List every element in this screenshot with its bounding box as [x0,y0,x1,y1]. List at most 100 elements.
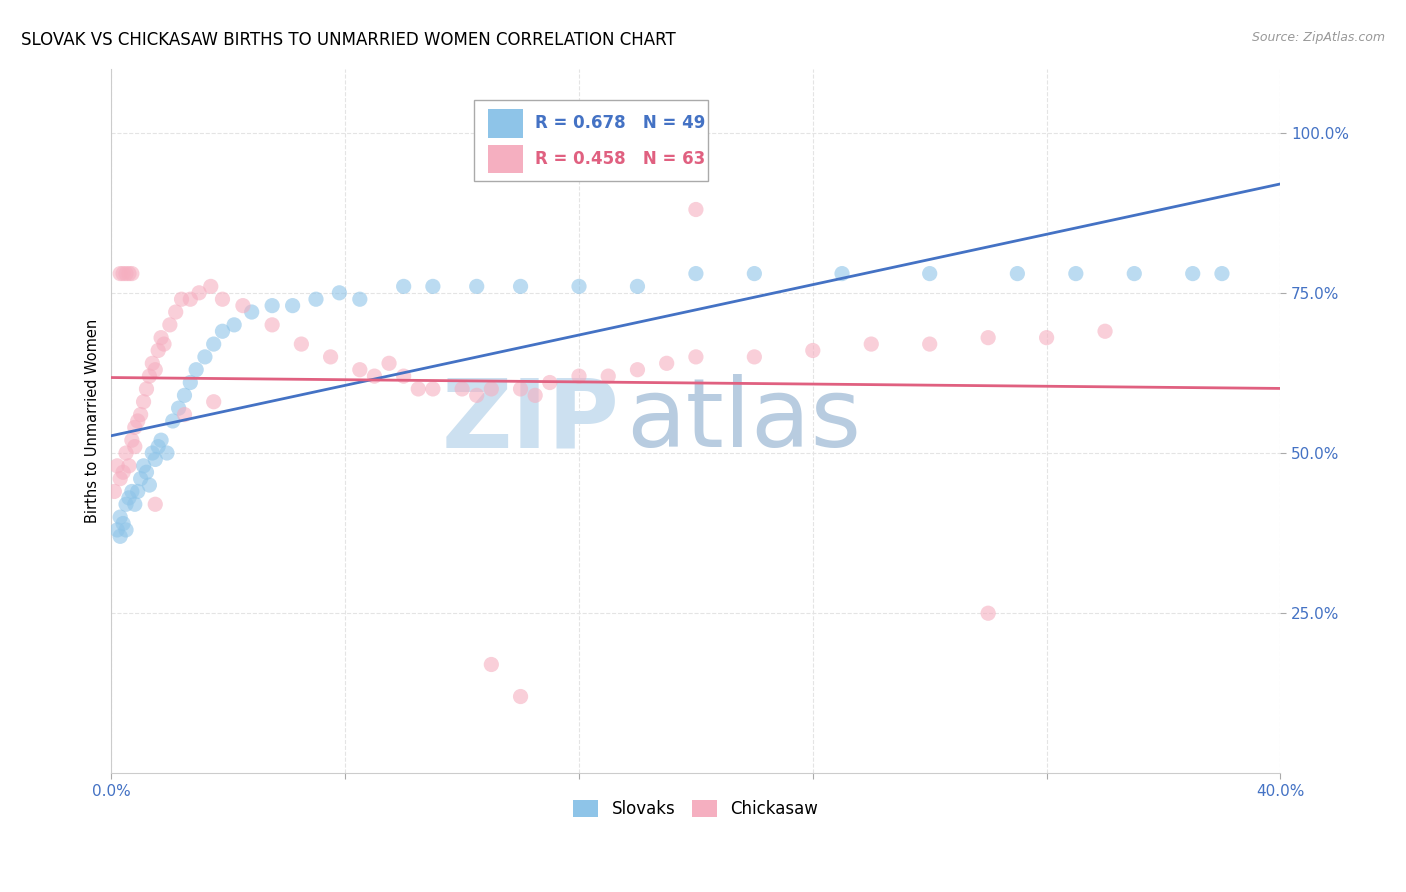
Point [132,394,155,409]
Point [392,279,415,293]
Point [108,529,131,543]
Point [112,465,135,479]
Point [127,484,149,499]
Point [422,382,444,396]
Point [211,324,233,338]
Point [156,446,179,460]
Point [121,267,143,281]
Point [138,369,160,384]
Text: SLOVAK VS CHICKASAW BIRTHS TO UNMARRIED WOMEN CORRELATION CHART: SLOVAK VS CHICKASAW BIRTHS TO UNMARRIED … [21,31,676,49]
Point [129,408,152,422]
Point [202,337,225,351]
Point [211,292,233,306]
Point [262,299,284,313]
Text: ZIP: ZIP [441,375,620,467]
Point [105,458,128,473]
Point [918,267,941,281]
Point [655,356,678,370]
Point [1007,267,1029,281]
Point [524,388,547,402]
Point [162,414,184,428]
Point [1094,324,1116,338]
Point [115,446,138,460]
Point [153,337,176,351]
Point [598,369,620,384]
Point [159,318,181,332]
Point [118,491,141,505]
Point [188,285,211,300]
Point [165,305,187,319]
Point [167,401,190,416]
Point [1123,267,1146,281]
Point [173,388,195,402]
Point [1181,267,1204,281]
Point [179,376,201,390]
Point [281,299,304,313]
Point [105,523,128,537]
Point [138,478,160,492]
Point [224,318,246,332]
Point [977,331,1000,345]
Point [141,356,163,370]
Point [143,452,166,467]
Point [108,510,131,524]
Text: R = 0.678   N = 49: R = 0.678 N = 49 [534,114,704,132]
Point [115,497,138,511]
Point [143,497,166,511]
Point [349,292,371,306]
Point [143,362,166,376]
Point [1064,267,1087,281]
Point [124,497,146,511]
Point [626,362,648,376]
Point [831,267,853,281]
Point [422,279,444,293]
Point [568,369,591,384]
Point [392,369,415,384]
Point [232,299,254,313]
Point [124,420,146,434]
Point [121,484,143,499]
Point [135,465,157,479]
Point [262,318,284,332]
Legend: Slovaks, Chickasaw: Slovaks, Chickasaw [567,794,825,825]
Point [328,285,350,300]
Y-axis label: Births to Unmarried Women: Births to Unmarried Women [86,318,100,523]
Point [378,356,401,370]
Text: atlas: atlas [626,375,860,467]
Point [150,433,173,447]
Point [744,267,766,281]
Point [685,202,707,217]
Point [127,414,149,428]
Point [290,337,312,351]
Point [129,472,152,486]
Point [112,267,135,281]
Point [121,433,143,447]
Point [479,382,502,396]
Point [202,394,225,409]
Point [1211,267,1233,281]
Point [194,350,217,364]
Point [150,331,173,345]
Point [685,350,707,364]
Point [406,382,429,396]
Point [685,267,707,281]
Point [118,267,141,281]
Point [918,337,941,351]
Point [744,350,766,364]
Point [173,408,195,422]
Point [179,292,201,306]
Point [568,279,591,293]
Point [186,362,208,376]
Point [118,458,141,473]
Point [509,382,531,396]
Point [977,606,1000,620]
Text: R = 0.458   N = 63: R = 0.458 N = 63 [534,150,704,168]
Point [146,343,169,358]
Point [124,440,146,454]
Point [200,279,222,293]
Point [801,343,824,358]
Point [349,362,371,376]
FancyBboxPatch shape [474,100,707,181]
Point [465,279,488,293]
Point [509,690,531,704]
